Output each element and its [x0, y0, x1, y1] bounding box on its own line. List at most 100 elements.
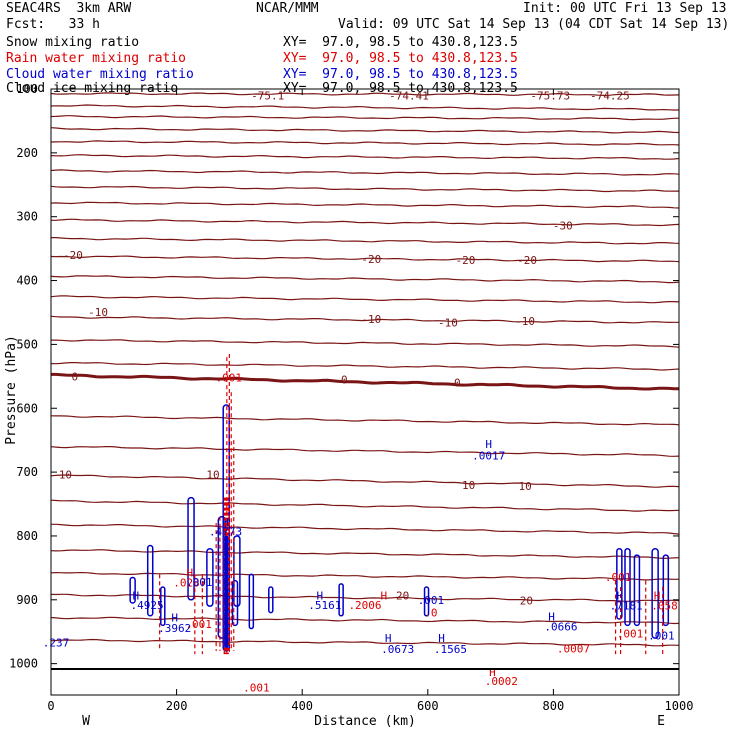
extrema-label: .0017 — [472, 449, 505, 462]
isotherm-line — [51, 237, 680, 245]
cloud-water-contour — [129, 576, 136, 604]
model-title: SEAC4RS 3km ARW — [6, 1, 132, 16]
isotherm-label: -74.41 — [389, 89, 429, 102]
isotherm-line — [51, 523, 680, 535]
legend-cloud-water-xy: XY= 97.0, 98.5 to 430.8,123.5 — [283, 67, 518, 82]
extrema-label: .001 — [185, 618, 212, 631]
extrema-label: H — [222, 516, 229, 529]
extrema-label: .0237 — [173, 577, 206, 590]
isotherm-line — [51, 372, 680, 391]
cloud-water-contour — [633, 554, 641, 627]
isotherm-label: 20 — [396, 589, 409, 602]
extrema-label: H — [485, 438, 492, 451]
extrema-label: .0 — [424, 607, 437, 620]
x-right-end: E — [657, 714, 665, 729]
isotherm-label: -30 — [553, 220, 573, 233]
extrema-label: .237 — [43, 637, 70, 650]
isotherm-label: -10 — [515, 315, 535, 328]
x-left-end: W — [82, 714, 90, 729]
cloud-water-contour — [423, 586, 430, 617]
extrema-label: .1565 — [434, 643, 467, 656]
cloud-water-contour — [338, 583, 344, 617]
y-axis-label: Pressure (hPa) — [4, 335, 19, 445]
extrema-label: .001 — [186, 576, 213, 589]
isotherm-label: 10 — [462, 479, 475, 492]
isotherm-line — [50, 92, 680, 97]
x-tick-label: 0 — [47, 699, 54, 713]
valid-time: Valid: 09 UTC Sat 14 Sep 13 (04 CDT Sat … — [338, 17, 730, 32]
y-tick-label: 500 — [16, 337, 38, 351]
org-label: NCAR/MMM — [256, 1, 319, 16]
extrema-label: H — [548, 610, 555, 623]
isotherm-line — [50, 638, 680, 647]
cloud-water-contour — [248, 573, 255, 630]
extrema-label: .5161 — [308, 599, 341, 612]
x-tick-label: 400 — [291, 699, 313, 713]
plot-frame — [50, 88, 680, 696]
extrema-label: .058 — [651, 600, 678, 613]
extrema-label: H — [171, 612, 178, 625]
isotherm-line — [50, 415, 680, 426]
cloud-water-contour — [222, 404, 230, 652]
isotherm-line — [50, 104, 679, 111]
y-tick-label: 900 — [16, 593, 38, 607]
isotherm-line — [50, 169, 680, 176]
isotherm-line — [50, 201, 680, 209]
legend-rain-label: Rain water mixing ratio — [6, 51, 187, 66]
cloud-water-contour — [146, 544, 154, 617]
cloud-water-contour — [616, 547, 623, 620]
isotherm-label: 10 — [59, 469, 72, 482]
extrema-label: .0673 — [381, 643, 414, 656]
cloud-water-contour — [651, 547, 659, 639]
x-tick-label: 800 — [543, 699, 565, 713]
extrema-label: .001 — [243, 681, 270, 694]
extrema-label: .001 — [418, 594, 445, 607]
extrema-label: H — [617, 589, 624, 602]
cloud-water-contour — [160, 586, 166, 627]
isotherm-label: 0 — [341, 374, 348, 387]
extrema-label: .4773 — [209, 525, 242, 538]
isotherm-label: -10 — [361, 313, 381, 326]
rain-water-layer — [159, 353, 664, 655]
init-time: Init: 00 UTC Fri 13 Sep 13 — [523, 1, 727, 16]
isotherm-layer — [50, 92, 680, 647]
extrema-label: H — [385, 632, 392, 645]
isotherm-line — [50, 593, 680, 602]
forecast-hour: Fcst: 33 h — [6, 17, 100, 32]
isotherm-line — [50, 115, 680, 121]
extrema-label: H — [438, 632, 445, 645]
x-tick-label: 200 — [166, 699, 188, 713]
extrema-label: H — [654, 589, 661, 602]
legend-cloud-water-label: Cloud water mixing ratio — [6, 67, 194, 82]
cloud-water-contour — [624, 547, 631, 627]
isotherm-line — [51, 339, 680, 348]
x-axis-label: Distance (km) — [314, 714, 416, 729]
isotherm-label: -20 — [456, 254, 476, 267]
extrema-label: H — [316, 589, 323, 602]
isotherm-label: -75.73 — [530, 89, 570, 102]
isotherm-line — [50, 446, 680, 457]
x-tick-label: 1000 — [665, 699, 694, 713]
y-tick-label: 800 — [16, 529, 38, 543]
legend-snow-xy: XY= 97.0, 98.5 to 430.8,123.5 — [283, 35, 518, 50]
isotherm-label: 10 — [206, 469, 219, 482]
extrema-label: .001 — [215, 372, 242, 385]
isotherm-label-layer: -75.1 -74.41 -75.73 -74.25 -30 -20 -20 -20 -20 -1… — [59, 89, 630, 607]
isotherm-label: -74.25 — [590, 89, 630, 102]
y-tick-label: 700 — [16, 465, 38, 479]
isotherm-label: -20 — [361, 253, 381, 266]
extrema-label: .0666 — [544, 621, 577, 634]
extrema-label: H — [132, 589, 139, 602]
isotherm-line — [50, 616, 680, 625]
y-tick-label: 100 — [16, 82, 38, 96]
extrema-label: .0007 — [557, 642, 590, 655]
isotherm-label: 0 — [454, 377, 461, 390]
extrema-label-layer: .001H.0017H.4773H.0237.001H.4925H.3962.0… — [43, 372, 678, 695]
isotherm-line — [50, 127, 680, 134]
isotherm-line — [50, 571, 680, 581]
isotherm-line — [50, 499, 680, 512]
extrema-label: .3962 — [158, 622, 191, 635]
y-tick-label: 300 — [16, 210, 38, 224]
extrema-label: H — [186, 566, 193, 579]
